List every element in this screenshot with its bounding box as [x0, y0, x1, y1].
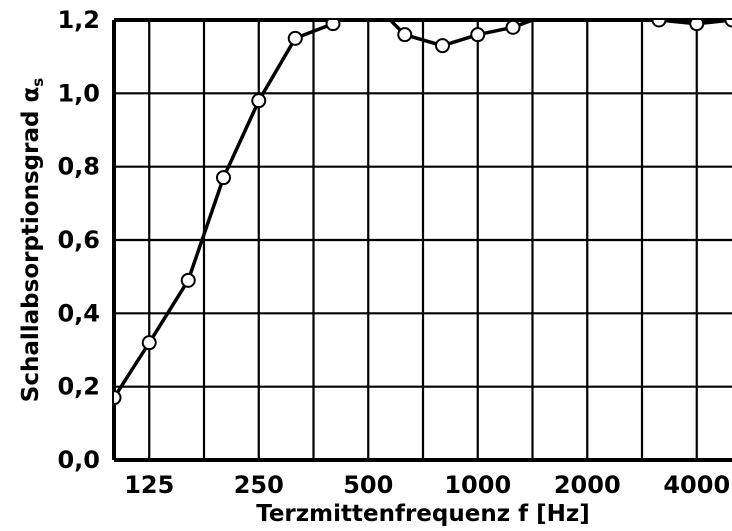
- x-tick-label: 500: [343, 471, 393, 499]
- x-tick-label: 250: [234, 471, 284, 499]
- data-point: [689, 20, 705, 32]
- y-axis-label: Schallabsorptionsgrad αs: [18, 78, 47, 403]
- x-tick-label: 125: [124, 471, 174, 499]
- y-tick-label: 0,2: [57, 373, 100, 401]
- y-tick-label: 0,6: [57, 226, 100, 254]
- data-point: [325, 20, 341, 32]
- x-tick-label: 2000: [554, 471, 621, 499]
- markers: [114, 20, 732, 406]
- data-point: [651, 20, 667, 28]
- y-tick-label: 0,0: [57, 446, 100, 474]
- svg-text:Schallabsorptionsgrad αs: Schallabsorptionsgrad αs: [18, 78, 47, 403]
- x-tick-label: 4000: [663, 471, 730, 499]
- data-point: [724, 20, 732, 28]
- y-tick-label: 1,2: [57, 6, 100, 34]
- data-point: [397, 27, 413, 43]
- y-tick-labels: 0,0 0,2 0,4 0,6 0,8 1,0 1,2: [57, 6, 100, 474]
- data-point: [215, 170, 231, 186]
- x-axis-label: Terzmittenfrequenz f [Hz]: [256, 501, 590, 527]
- y-tick-label: 0,8: [57, 153, 100, 181]
- grid: [114, 18, 732, 462]
- data-point: [287, 30, 303, 46]
- y-tick-label: 1,0: [57, 79, 100, 107]
- x-tick-labels: 125 250 500 1000 2000 4000: [124, 471, 730, 499]
- data-point: [141, 335, 157, 351]
- series-line: [114, 20, 732, 399]
- series: [114, 20, 732, 399]
- y-tick-label: 0,4: [57, 299, 100, 327]
- data-point: [505, 20, 521, 35]
- data-point: [180, 272, 196, 288]
- y-axis-label-main: Schallabsorptionsgrad α: [18, 87, 44, 403]
- y-axis-label-subscript: s: [29, 78, 47, 87]
- data-point: [470, 27, 486, 43]
- x-tick-label: 1000: [444, 471, 511, 499]
- data-point: [251, 93, 267, 109]
- axes: [112, 18, 732, 462]
- data-point: [114, 390, 122, 406]
- data-point: [434, 38, 450, 54]
